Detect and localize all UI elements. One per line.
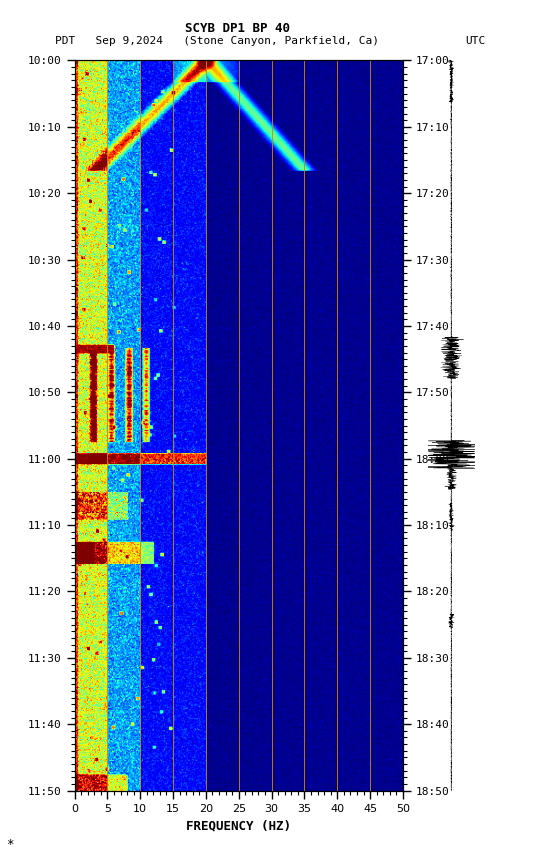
- X-axis label: FREQUENCY (HZ): FREQUENCY (HZ): [186, 819, 291, 832]
- Text: PDT   Sep 9,2024   (Stone Canyon, Parkfield, Ca): PDT Sep 9,2024 (Stone Canyon, Parkfield,…: [55, 36, 379, 47]
- Text: *: *: [6, 838, 13, 851]
- Text: SCYB DP1 BP 40: SCYB DP1 BP 40: [185, 22, 290, 35]
- Text: UTC: UTC: [465, 36, 486, 47]
